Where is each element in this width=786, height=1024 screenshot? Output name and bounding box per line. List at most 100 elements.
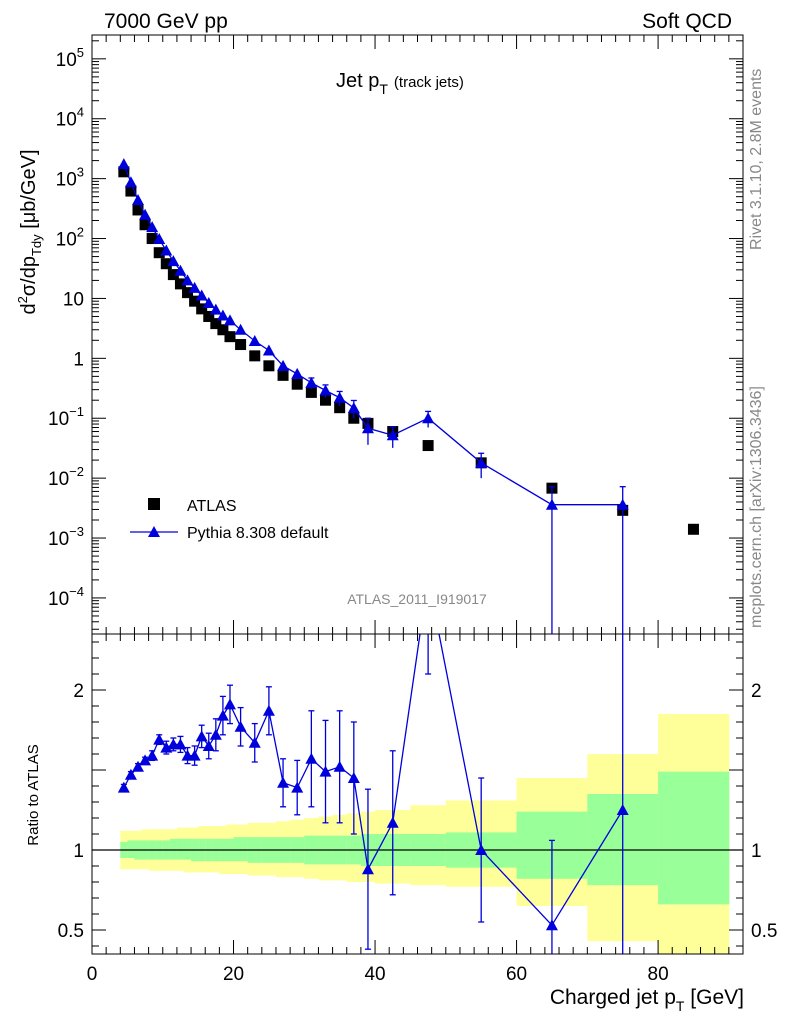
pythia-data-point — [202, 296, 215, 308]
pythia-data-point — [153, 233, 166, 245]
ratio-y-axis-title: Ratio to ATLAS — [25, 744, 42, 845]
pythia-data-point — [475, 456, 488, 468]
atlas-data-point — [182, 287, 194, 299]
atlas-data-point — [125, 185, 137, 197]
ratio-data-point — [195, 730, 208, 742]
atlas-data-point — [203, 310, 215, 322]
legend-atlas-marker — [148, 498, 160, 510]
ratio-band-inner — [233, 837, 249, 862]
pythia-data-point — [248, 334, 261, 346]
y-tick-label: 105 — [56, 45, 84, 71]
ratio-data-point — [174, 738, 187, 750]
ratio-data-point — [131, 760, 144, 772]
ratio-data-point — [422, 572, 434, 583]
pythia-data-point — [216, 309, 229, 321]
y-tick-label: 10−2 — [48, 464, 84, 490]
pythia-data-point — [131, 193, 144, 205]
pythia-data-point — [291, 367, 304, 379]
atlas-data-point — [291, 378, 303, 390]
atlas-data-point — [277, 369, 289, 381]
pythia-data-point — [174, 264, 187, 276]
side-rivet-label: Rivet 3.1.10, 2.8M events — [748, 69, 765, 250]
ratio-data-point — [262, 704, 275, 716]
ratio-data-point — [160, 741, 173, 753]
pythia-data-point — [361, 422, 374, 434]
side-mcplots-label: mcplots.cern.ch [arXiv:1306.3436] — [748, 386, 765, 628]
x-axis-title: Charged jet pT [GeV] — [550, 986, 744, 1014]
ratio-data-point — [333, 760, 346, 772]
atlas-data-point — [320, 394, 332, 406]
y-tick-label: 104 — [56, 105, 84, 131]
atlas-data-point — [422, 440, 434, 452]
ratio-band-inner — [176, 838, 185, 860]
ratio-data-point — [277, 776, 290, 788]
atlas-data-point — [153, 247, 165, 259]
atlas-data-point — [146, 233, 158, 245]
pythia-data-point — [347, 402, 360, 414]
x-tick-label: 0 — [87, 964, 98, 985]
atlas-data-point — [210, 318, 222, 330]
ratio-y-tick-label-left: 2 — [73, 681, 84, 702]
y-tick-label: 10−3 — [48, 524, 84, 550]
ratio-data-point — [347, 772, 360, 783]
ratio-data-point — [153, 733, 166, 745]
pythia-data-point — [319, 384, 332, 396]
y-tick-label: 10 — [63, 289, 84, 310]
atlas-data-point — [189, 295, 201, 307]
pythia-data-point — [117, 158, 130, 170]
ratio-data-point — [319, 765, 332, 777]
x-tick-label: 60 — [506, 964, 527, 985]
pythia-data-point — [333, 391, 346, 403]
ratio-y-tick-label-left: 0.5 — [58, 921, 84, 942]
pythia-data-point — [223, 314, 236, 326]
ratio-data-point — [616, 804, 629, 815]
analysis-label: ATLAS_2011_I919017 — [347, 591, 487, 607]
atlas-data-point — [235, 339, 247, 351]
atlas-data-point — [139, 219, 151, 231]
atlas-data-point — [263, 360, 275, 372]
ratio-data-point — [124, 768, 137, 780]
ratio-band-inner — [658, 771, 730, 905]
atlas-data-point — [167, 269, 179, 281]
pythia-data-point — [139, 208, 152, 220]
ratio-data-point — [545, 919, 558, 931]
ratio-y-tick-label-right: 2 — [751, 681, 762, 702]
ratio-y-tick-label-right: 1 — [751, 841, 762, 862]
atlas-data-point — [687, 523, 699, 535]
atlas-data-point — [334, 402, 346, 414]
main-plot-panel: 10−4 10−3 10−2 10−1 1 10 102 103 104 105 Jet pT (t… — [15, 34, 744, 635]
ratio-data-point — [386, 816, 399, 828]
atlas-data-point — [196, 303, 208, 315]
pythia-data-point — [422, 412, 435, 424]
ratio-data-point — [209, 728, 222, 740]
atlas-data-point — [305, 386, 317, 398]
ratio-band-inner — [169, 838, 178, 860]
ratio-band-inner — [183, 838, 192, 860]
ratio-data-point — [117, 781, 130, 793]
plot-title: Jet pT (track jets) — [336, 70, 464, 97]
atlas-data-point — [224, 331, 236, 343]
atlas-data-point — [118, 166, 130, 178]
atlas-data-point — [160, 258, 172, 270]
x-tick-label: 40 — [364, 964, 385, 985]
pythia-data-point — [195, 289, 208, 301]
x-tick-label: 80 — [648, 964, 669, 985]
pythia-data-point — [209, 303, 222, 315]
ratio-band-inner — [127, 840, 135, 858]
atlas-data-point — [217, 324, 229, 336]
pythia-data-point — [188, 281, 201, 293]
x-tick-label: 20 — [223, 964, 244, 985]
ratio-data-point — [223, 698, 236, 710]
atlas-data-point — [132, 204, 144, 216]
main-plot-frame — [91, 34, 744, 635]
pythia-data-point — [160, 244, 173, 256]
ratio-data-point — [216, 709, 229, 721]
pythia-data-point — [262, 344, 275, 356]
legend-pythia-marker — [148, 526, 160, 537]
y-tick-label: 10−4 — [48, 584, 84, 610]
header-right: Soft QCD — [642, 10, 732, 33]
y-axis-title: d2σ/dpTdy [μb/GeV] — [15, 149, 44, 314]
pythia-data-point — [386, 429, 399, 441]
ratio-data-point — [248, 736, 261, 748]
